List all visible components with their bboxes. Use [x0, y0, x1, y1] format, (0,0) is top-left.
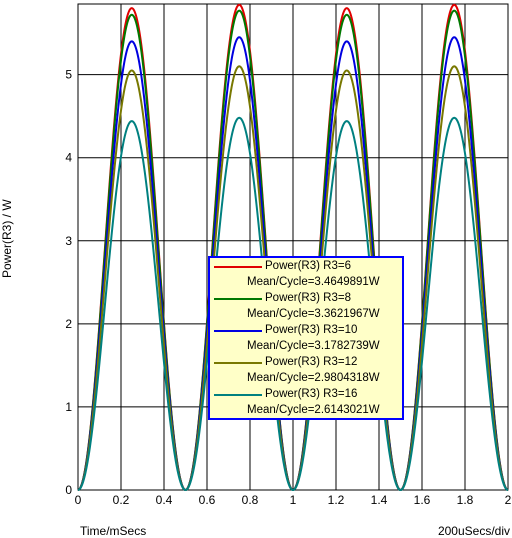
- x-tick-label: 1.2: [328, 493, 345, 507]
- legend-mean-value: Mean/Cycle=3.4649891W: [247, 276, 380, 288]
- y-tick-label: 1: [65, 400, 72, 414]
- chart-ticks: 0 0.2 0.4 0.6 0.8 1 1.2 1.4 1.6 1.8 2 0 1 2 3 4 5: [65, 68, 511, 507]
- x-tick-label: 0: [75, 493, 82, 507]
- chart-curves: [77, 3, 509, 492]
- series-line: [77, 116, 509, 492]
- x-tick-label: 0.8: [242, 493, 259, 507]
- x-tick-label: 0.6: [199, 493, 216, 507]
- y-tick-label: 0: [65, 483, 72, 497]
- legend-swatch: [214, 362, 262, 364]
- legend-swatch: [214, 394, 262, 396]
- legend-mean-value: Mean/Cycle=3.3621967W: [247, 308, 380, 320]
- y-tick-label: 2: [65, 317, 72, 331]
- x-division-label: 200uSecs/div: [437, 524, 510, 538]
- legend-mean-value: Mean/Cycle=3.1782739W: [247, 340, 380, 352]
- legend-series-name: Power(R3) R3=6: [265, 260, 351, 272]
- legend-swatch: [214, 298, 262, 300]
- y-tick-label: 5: [65, 68, 72, 82]
- y-tick-label: 4: [65, 151, 72, 165]
- legend-mean-value: Mean/Cycle=2.9804318W: [247, 372, 380, 384]
- x-tick-label: 1: [290, 493, 297, 507]
- x-tick-label: 1.4: [371, 493, 388, 507]
- x-axis-label: Time/mSecs: [80, 524, 147, 538]
- legend-series-name: Power(R3) R3=8: [265, 292, 351, 304]
- legend-swatch: [214, 266, 262, 268]
- legend-series-name: Power(R3) R3=16: [265, 388, 358, 400]
- legend-mean-value: Mean/Cycle=2.6143021W: [247, 404, 380, 416]
- x-tick-label: 0.2: [113, 493, 130, 507]
- x-tick-label: 1.8: [457, 493, 474, 507]
- legend-series-name: Power(R3) R3=12: [265, 356, 358, 368]
- legend-swatch: [214, 330, 262, 332]
- x-tick-label: 0.4: [156, 493, 173, 507]
- chart-legend: Power(R3) R3=6 Mean/Cycle=3.4649891W Power…: [208, 256, 404, 420]
- legend-series-name: Power(R3) R3=10: [265, 324, 358, 336]
- x-tick-label: 2: [505, 493, 512, 507]
- y-axis-label: Power(R3) / W: [0, 199, 14, 278]
- x-tick-label: 1.6: [414, 493, 431, 507]
- y-tick-label: 3: [65, 234, 72, 248]
